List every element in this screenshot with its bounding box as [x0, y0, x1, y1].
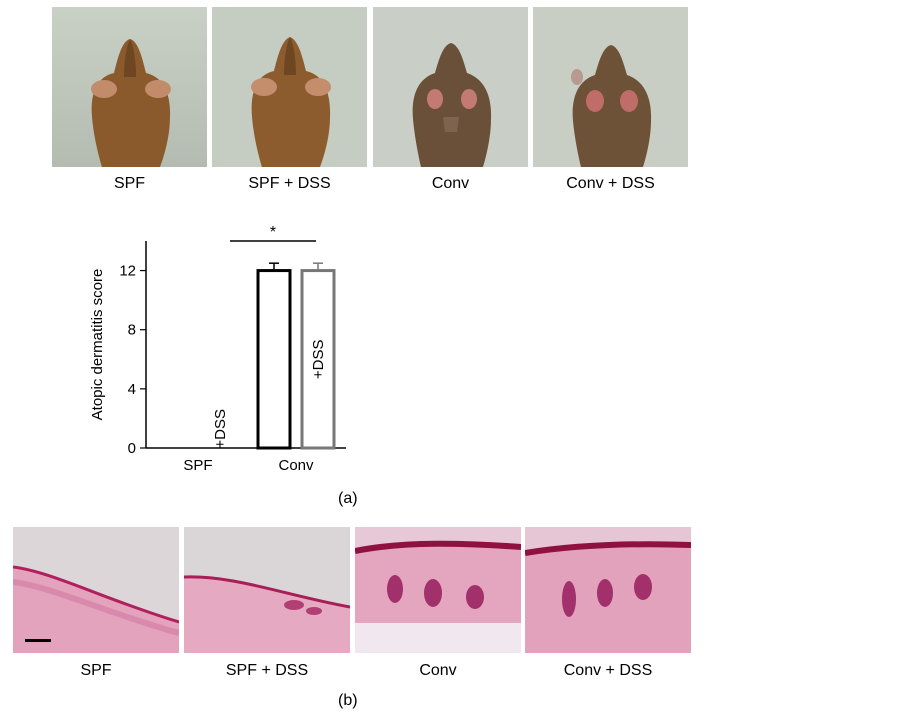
- y-tick-label: 8: [128, 322, 136, 339]
- atopic-dermatitis-chart: 0 4 8 12 Atopic dermatitis score +DSS +DSS SPF C…: [80, 224, 370, 475]
- mouse-photo-conv: [373, 7, 528, 167]
- bar-label: +DSS: [212, 409, 229, 449]
- photo-caption-conv-dss: Conv + DSS: [566, 175, 655, 192]
- panel-b-label: (b): [338, 692, 358, 709]
- photo-caption-spf-dss: SPF + DSS: [248, 175, 331, 192]
- x-group-label: SPF: [183, 457, 212, 474]
- histology-caption-spf-dss: SPF + DSS: [225, 662, 309, 679]
- y-axis-label: Atopic dermatitis score: [89, 269, 106, 421]
- mouse-photo-spf-dss: [212, 7, 367, 167]
- histology-spf: [13, 527, 179, 653]
- x-group-label: Conv: [278, 457, 314, 474]
- y-tick-label: 4: [128, 381, 136, 398]
- mouse-photo-conv-dss: [533, 7, 688, 167]
- panel-a-label: (a): [338, 490, 358, 507]
- bar: [300, 269, 336, 450]
- histology-caption-conv: Conv: [419, 662, 457, 679]
- significance-marker: *: [270, 225, 276, 241]
- histology-spf-dss: [184, 527, 350, 653]
- histology-caption-spf: SPF: [80, 662, 112, 679]
- mouse-photo-spf: [52, 7, 207, 167]
- histology-conv-dss: [525, 527, 691, 653]
- photo-caption-spf: SPF: [113, 175, 146, 192]
- bar-label: +DSS: [310, 339, 327, 379]
- y-tick-label: 0: [128, 440, 136, 457]
- bar: [256, 269, 292, 450]
- photo-caption-conv: Conv: [431, 175, 470, 192]
- histology-conv: [355, 527, 521, 653]
- y-tick-label: 12: [119, 263, 136, 280]
- histology-caption-conv-dss: Conv + DSS: [563, 662, 653, 679]
